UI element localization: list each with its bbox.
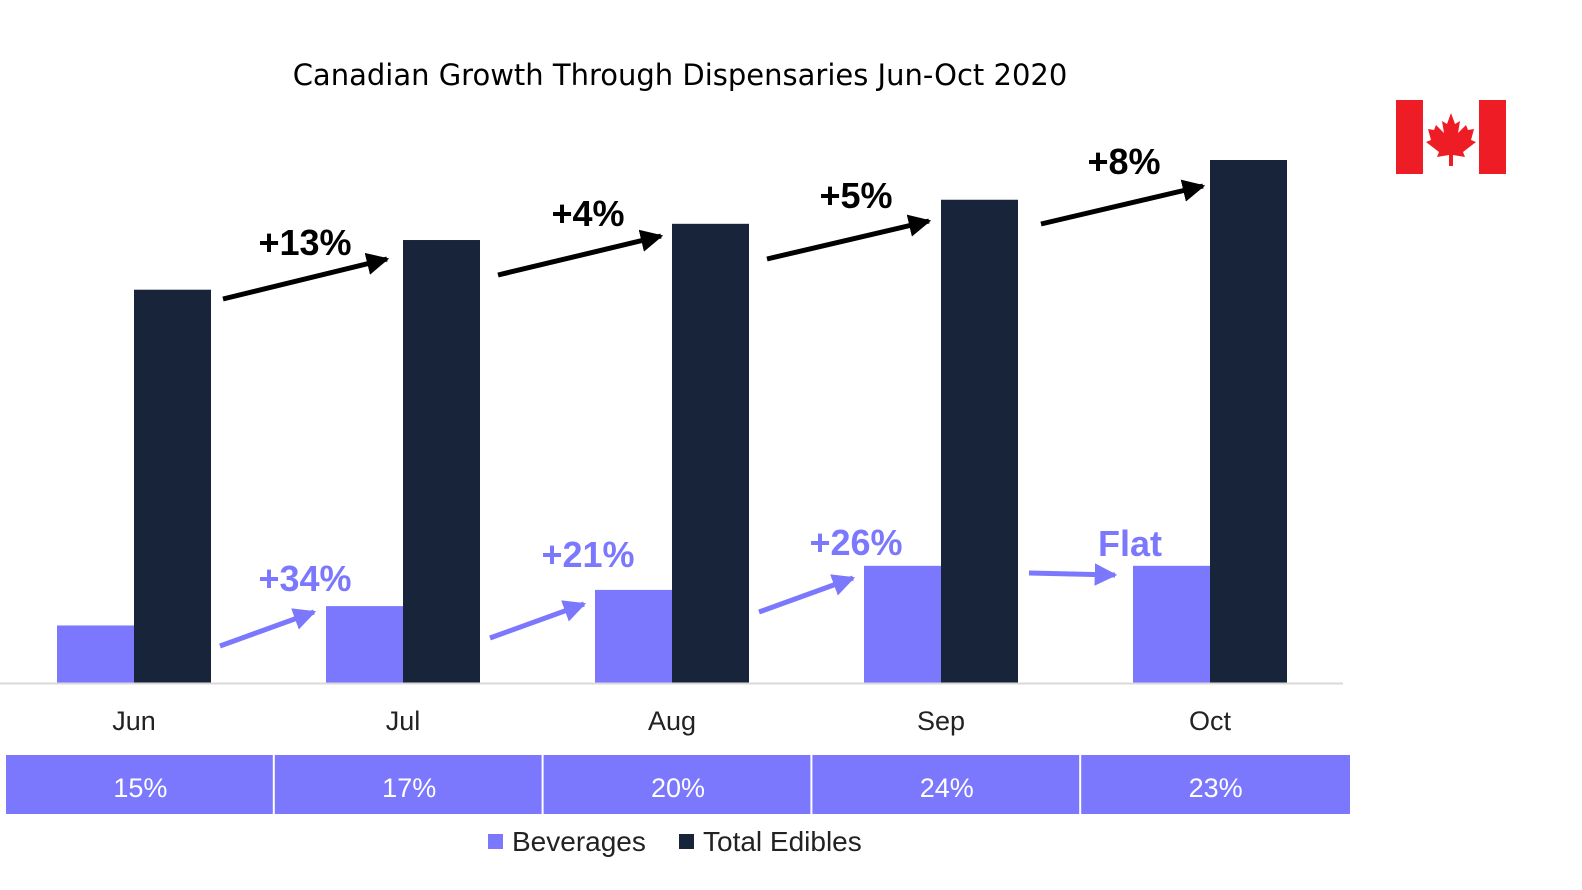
x-tick-aug: Aug xyxy=(648,706,696,736)
share-cell xyxy=(6,755,273,814)
bars-group xyxy=(57,160,1287,684)
legend-label-beverages: Beverages xyxy=(512,826,646,857)
edibles-growth-label: +4% xyxy=(551,193,624,234)
bar-total-edibles-sep xyxy=(941,199,1018,684)
share-label-jun: 15% xyxy=(113,773,167,803)
edibles-growth-arrow xyxy=(766,214,932,262)
bar-beverages-sep xyxy=(864,565,941,683)
canada-flag-icon xyxy=(1396,100,1506,174)
edibles-growth-arrow xyxy=(222,252,390,302)
bar-beverages-jul xyxy=(326,606,403,683)
x-tick-jul: Jul xyxy=(386,706,421,736)
share-label-oct: 23% xyxy=(1189,773,1243,803)
edibles-growth-label: +5% xyxy=(819,175,892,216)
beverages-growth-arrow xyxy=(758,574,856,615)
x-tick-jun: Jun xyxy=(112,706,156,736)
edibles-growth-arrow xyxy=(1040,179,1206,227)
bar-beverages-oct xyxy=(1133,565,1210,683)
legend: Beverages Total Edibles xyxy=(488,826,862,857)
bar-total-edibles-oct xyxy=(1210,160,1287,683)
chart-title: Canadian Growth Through Dispensaries Jun… xyxy=(293,58,1068,92)
share-label-jul: 17% xyxy=(382,773,436,803)
category-labels: Jun Jul Aug Sep Oct xyxy=(112,706,1231,736)
x-tick-sep: Sep xyxy=(917,706,965,736)
beverages-growth-arrow xyxy=(219,608,317,649)
bar-beverages-jun xyxy=(57,625,134,683)
bar-total-edibles-jul xyxy=(403,240,480,684)
share-cell xyxy=(543,755,811,814)
edibles-growth-label: +13% xyxy=(258,222,351,263)
beverages-growth-arrow xyxy=(1028,563,1118,586)
bar-total-edibles-aug xyxy=(672,223,749,683)
beverages-growth-label: +21% xyxy=(541,534,634,575)
growth-arrows: +13% +4% +5% +8% +34% +21% +26% Flat xyxy=(219,141,1206,649)
share-cell xyxy=(1081,755,1350,814)
beverages-growth-label: +34% xyxy=(258,558,351,599)
legend-swatch-beverages xyxy=(488,834,503,849)
share-cell xyxy=(274,755,542,814)
legend-swatch-total-edibles xyxy=(679,834,694,849)
beverages-growth-arrow xyxy=(489,600,587,641)
share-label-sep: 24% xyxy=(920,773,974,803)
x-tick-oct: Oct xyxy=(1189,706,1232,736)
edibles-growth-arrow xyxy=(497,229,664,278)
bar-total-edibles-jun xyxy=(134,289,211,683)
beverages-growth-label: +26% xyxy=(809,522,902,563)
legend-label-total-edibles: Total Edibles xyxy=(703,826,862,857)
beverages-growth-label: Flat xyxy=(1098,523,1162,564)
edibles-growth-label: +8% xyxy=(1087,141,1160,182)
share-cell xyxy=(812,755,1080,814)
share-row: 15% 17% 20% 24% 23% xyxy=(6,755,1350,814)
bar-beverages-aug xyxy=(595,589,672,683)
share-label-aug: 20% xyxy=(651,773,705,803)
